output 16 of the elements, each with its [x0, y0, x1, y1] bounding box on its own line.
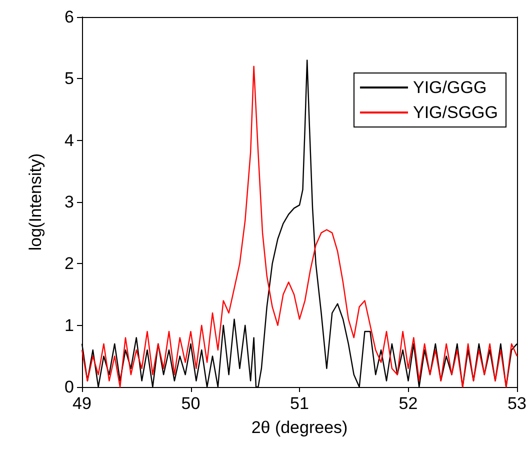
y-tick-label: 1: [64, 316, 74, 335]
y-tick-label: 2: [64, 254, 74, 274]
x-axis-title: 2θ (degrees): [251, 418, 348, 437]
y-tick-label: 0: [64, 378, 74, 396]
x-tick-label: 52: [398, 394, 418, 413]
x-tick-label: 53: [508, 394, 526, 413]
x-tick-label: 50: [181, 394, 200, 413]
x-tick-label: 49: [72, 394, 92, 413]
x-tick-label: 51: [290, 394, 309, 413]
y-tick-label: 6: [64, 8, 74, 26]
y-tick-label: 3: [64, 192, 74, 212]
legend-label: YIG/GGG: [412, 78, 487, 97]
y-tick-label: 5: [64, 69, 74, 88]
y-tick-label: 4: [64, 130, 74, 150]
y-axis-title: log(Intensity): [26, 153, 45, 251]
legend-label: YIG/SGGG: [412, 103, 498, 122]
